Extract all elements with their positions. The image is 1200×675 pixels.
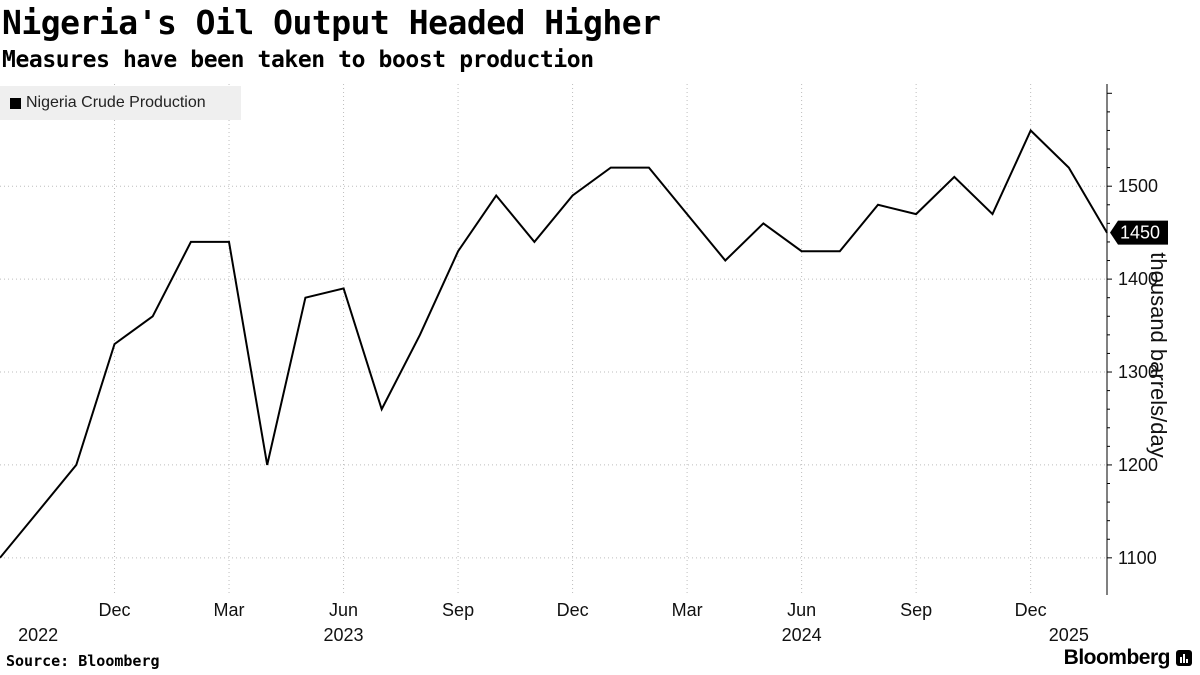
series-lines [0, 128, 1108, 559]
x-year-label: 2024 [782, 625, 822, 645]
y-axis-label: thousand barrels/day [1146, 252, 1171, 458]
x-tick-label: Dec [557, 600, 589, 620]
chart-title: Nigeria's Oil Output Headed Higher [2, 3, 661, 42]
y-tick-label: 1100 [1118, 548, 1157, 568]
x-tick-label: Sep [442, 600, 474, 620]
last-value-marker: 1450 [1110, 220, 1168, 245]
y-tick-label: 1500 [1118, 176, 1158, 196]
x-tick-label: Dec [99, 600, 131, 620]
x-tick-label: Jun [329, 600, 358, 620]
x-tick-label: Dec [1015, 600, 1047, 620]
y-axis: 1100 1200 1300 1400 1500 [1106, 84, 1158, 595]
brand-name: Bloomberg [1063, 646, 1171, 669]
x-tick-label: Jun [787, 600, 816, 620]
x-year-label: 2023 [324, 625, 364, 645]
x-year-label: 2025 [1049, 625, 1089, 645]
legend-label: Nigeria Crude Production [26, 94, 206, 111]
x-axis: Dec Mar Jun Sep Dec Mar Jun Sep Dec 2022 2023 2024 2… [18, 600, 1089, 645]
series-line [0, 128, 1108, 559]
x-tick-label: Mar [214, 600, 245, 620]
chart-subtitle: Measures have been taken to boost produc… [2, 47, 594, 73]
y-tick-label: 1400 [1118, 269, 1158, 289]
legend: Nigeria Crude Production [0, 86, 241, 120]
last-value-label: 1450 [1120, 223, 1160, 243]
gridlines [0, 84, 1107, 595]
source-note: Source: Bloomberg [6, 652, 160, 670]
y-tick-label: 1300 [1118, 362, 1158, 382]
bar-chart-icon [1176, 650, 1192, 666]
y-tick-label: 1200 [1118, 455, 1158, 475]
x-year-label: 2022 [18, 625, 58, 645]
legend-swatch [10, 97, 21, 109]
brand-logo: Bloomberg [1064, 646, 1192, 670]
x-tick-label: Sep [900, 600, 932, 620]
last-value-tag [1110, 220, 1168, 245]
x-tick-label: Mar [672, 600, 703, 620]
